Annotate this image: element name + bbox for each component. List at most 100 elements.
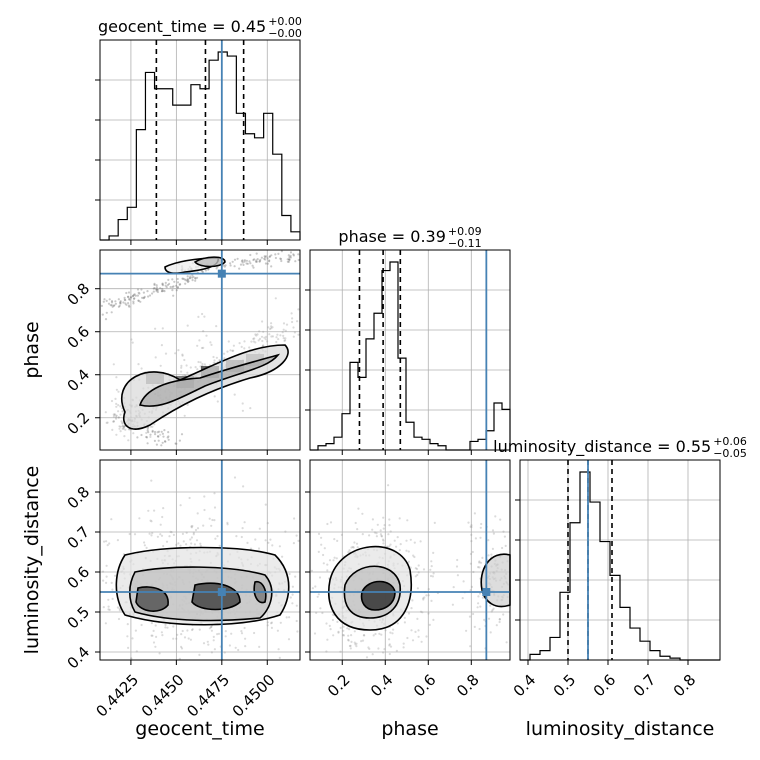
- sample-point: [203, 508, 206, 512]
- sample-point: [203, 363, 206, 366]
- sample-point: [194, 366, 197, 369]
- sample-point: [146, 427, 149, 430]
- sample-point: [127, 304, 130, 307]
- sample-point: [166, 626, 169, 629]
- x-tick-label: 0.2: [324, 671, 354, 701]
- sample-point: [380, 633, 383, 636]
- sample-point: [231, 260, 234, 263]
- sample-point: [153, 287, 156, 290]
- sample-point: [223, 352, 226, 355]
- sample-point: [173, 280, 176, 283]
- sample-point: [375, 532, 378, 535]
- sample-point: [164, 352, 168, 355]
- sample-point: [282, 337, 285, 340]
- sample-point: [246, 262, 249, 265]
- sample-point: [487, 539, 490, 542]
- sample-point: [114, 397, 117, 400]
- sample-point: [373, 531, 376, 534]
- sample-point: [279, 334, 282, 337]
- sample-point: [192, 275, 195, 278]
- sample-point: [503, 535, 506, 538]
- sample-point: [179, 283, 182, 286]
- y-tick-label: 0.8: [64, 483, 94, 513]
- sample-point: [328, 624, 331, 628]
- sample-point: [180, 433, 184, 436]
- title-upper-error: +0.06: [713, 435, 747, 448]
- sample-point: [430, 599, 433, 603]
- sample-point: [153, 282, 156, 285]
- sample-point: [382, 542, 385, 545]
- sample-point: [315, 611, 318, 615]
- sample-point: [159, 533, 162, 536]
- sample-point: [371, 653, 374, 656]
- sample-point: [169, 285, 172, 289]
- sample-point: [353, 630, 356, 633]
- sample-point: [161, 634, 164, 637]
- sample-point: [396, 536, 399, 539]
- sample-point: [204, 269, 207, 272]
- sample-point: [154, 356, 157, 359]
- sample-point: [161, 327, 164, 330]
- sample-point: [183, 374, 186, 377]
- sample-point: [452, 586, 455, 589]
- sample-point: [102, 300, 105, 303]
- sample-point: [469, 525, 472, 528]
- sample-point: [242, 485, 245, 488]
- sample-point: [253, 631, 256, 635]
- sample-point: [133, 297, 136, 300]
- sample-point: [174, 442, 177, 445]
- sample-point: [164, 623, 167, 627]
- sample-point: [391, 632, 394, 635]
- sample-point: [146, 429, 149, 432]
- sample-point: [478, 592, 482, 595]
- sample-point: [114, 302, 117, 305]
- sample-point: [243, 626, 246, 630]
- sample-point: [164, 440, 167, 443]
- sample-point: [277, 252, 280, 255]
- sample-point: [191, 628, 194, 632]
- sample-point: [129, 296, 132, 299]
- sample-point: [143, 296, 146, 299]
- sample-point: [286, 260, 289, 263]
- sample-point: [254, 538, 257, 541]
- sample-point: [416, 587, 419, 590]
- sample-point: [227, 340, 230, 343]
- sample-point: [353, 541, 356, 544]
- sample-point: [168, 282, 171, 285]
- sample-point: [111, 597, 114, 601]
- sample-point: [481, 556, 484, 560]
- sample-point: [412, 554, 415, 557]
- sample-point: [149, 435, 152, 438]
- sample-point: [244, 645, 247, 648]
- sample-point: [110, 581, 113, 585]
- sample-point: [255, 260, 258, 263]
- sample-point: [151, 429, 154, 432]
- sample-point: [215, 356, 218, 359]
- sample-point: [159, 433, 162, 436]
- sample-point: [240, 260, 244, 263]
- sample-point: [403, 621, 406, 624]
- sample-point: [483, 618, 486, 622]
- sample-point: [165, 286, 168, 289]
- sample-point: [148, 532, 151, 535]
- sample-point: [266, 262, 269, 265]
- sample-point: [150, 479, 153, 482]
- sample-point: [110, 311, 113, 314]
- sample-point: [102, 606, 105, 609]
- sample-point: [316, 595, 319, 598]
- sample-point: [111, 588, 114, 591]
- sample-point: [107, 608, 110, 611]
- sample-point: [455, 565, 459, 568]
- sample-point: [325, 622, 328, 625]
- sample-point: [291, 585, 294, 588]
- sample-point: [289, 254, 292, 257]
- sample-point: [288, 572, 291, 576]
- sample-point: [281, 331, 284, 334]
- sample-point: [398, 549, 401, 552]
- sample-point: [322, 553, 325, 557]
- sample-point: [122, 425, 126, 428]
- sample-point: [226, 350, 229, 353]
- sample-point: [118, 607, 121, 610]
- sample-point: [186, 371, 189, 374]
- sample-point: [184, 279, 187, 282]
